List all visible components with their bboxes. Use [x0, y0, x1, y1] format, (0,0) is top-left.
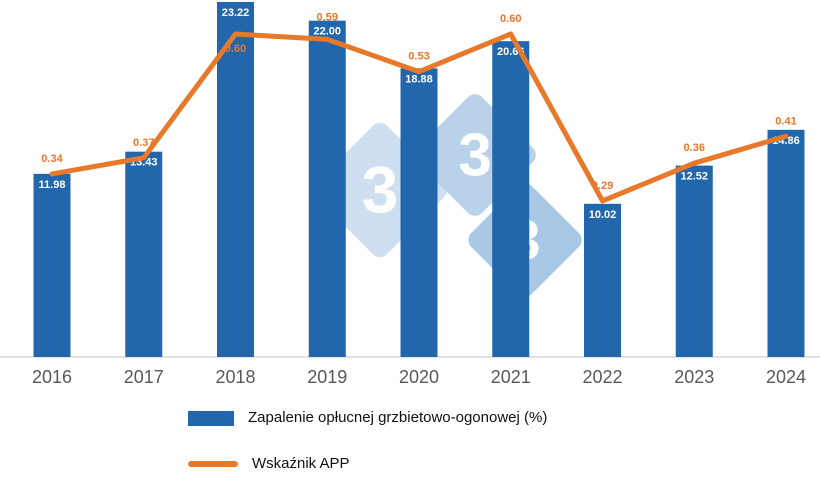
watermark-digit: 3 [458, 121, 491, 188]
app-line [49, 31, 789, 204]
combo-chart: 33311.98201613.43201723.22201822.0020191… [0, 2, 820, 387]
bar-value-label: 23.22 [222, 7, 250, 19]
x-axis-label: 2022 [582, 367, 622, 387]
line-value-label: 0.53 [408, 51, 429, 63]
legend-item-line: Wskaźnik APP [188, 455, 350, 473]
bar [492, 41, 530, 357]
line-value-label: 0.37 [133, 137, 154, 149]
bar-series-label: Zapalenie opłucnej grzbietowo-ogonowej (… [248, 409, 548, 426]
bar [767, 129, 805, 357]
x-axis-label: 2023 [674, 367, 714, 387]
x-axis-label: 2019 [307, 367, 347, 387]
x-axis-label: 2017 [124, 367, 164, 387]
bar [308, 20, 346, 357]
line-series-swatch [188, 461, 238, 467]
bar-value-label: 22.00 [313, 26, 341, 38]
bar-value-label: 11.98 [39, 179, 66, 191]
bar [400, 68, 438, 357]
line-value-label: 0.41 [775, 115, 796, 127]
bar [675, 165, 713, 357]
bar [584, 203, 621, 357]
legend-item-bar: Zapalenie opłucnej grzbietowo-ogonowej (… [188, 409, 547, 427]
line-value-label: 0.60 [225, 43, 246, 55]
x-axis-label: 2021 [491, 367, 531, 387]
legend: Zapalenie opłucnej grzbietowo-ogonowej (… [0, 395, 820, 488]
bar [217, 2, 254, 357]
line-value-label: 0.34 [41, 153, 63, 165]
bar-value-label: 10.02 [589, 209, 617, 221]
watermark-digit: 3 [362, 152, 399, 226]
bar [33, 173, 71, 357]
line-value-label: 0.29 [592, 180, 613, 192]
line-series-label: Wskaźnik APP [252, 455, 350, 472]
bar-series-swatch [188, 410, 234, 426]
x-axis-label: 2024 [766, 367, 806, 387]
x-axis-label: 2020 [399, 367, 439, 387]
bar-value-label: 12.52 [680, 171, 708, 183]
bar-value-label: 18.88 [405, 73, 433, 85]
x-axis-label: 2016 [32, 367, 72, 387]
line-value-label: 0.60 [500, 13, 521, 25]
x-axis-label: 2018 [215, 367, 255, 387]
bar [125, 151, 163, 357]
line-value-label: 0.59 [317, 12, 338, 24]
line-value-label: 0.36 [684, 142, 705, 154]
